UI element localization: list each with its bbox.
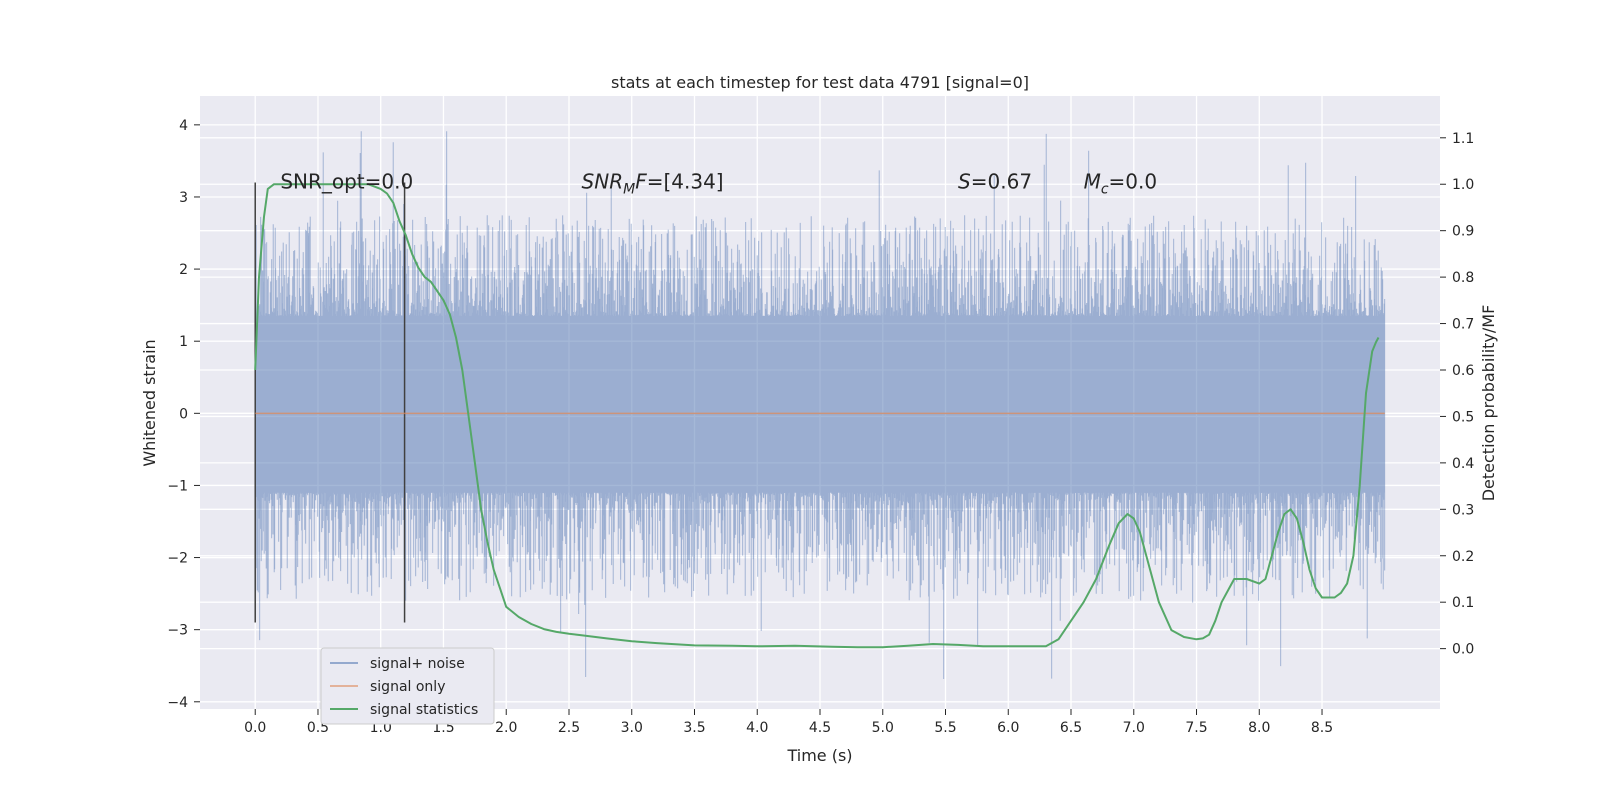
y-tick-label: 0 (179, 406, 188, 422)
x-tick-label: 3.0 (621, 720, 643, 736)
x-tick-label: 7.0 (1123, 720, 1145, 736)
y2-tick-label: 0.8 (1452, 270, 1474, 286)
y2-tick-label: 0.4 (1452, 456, 1474, 472)
x-tick-label: 8.5 (1311, 720, 1333, 736)
y2-tick-label: 1.0 (1452, 177, 1474, 193)
y-tick-label: −2 (167, 551, 188, 567)
annotation-0: SNR_opt=0.0 (280, 169, 413, 193)
signal-statistics-line (254, 183, 1380, 649)
y2-tick-label: 0.3 (1452, 502, 1474, 518)
y2-tick-label: 0.2 (1452, 549, 1474, 565)
legend-label-signal-noise: signal+ noise (370, 656, 465, 672)
annotation-2: S=0.67 (958, 169, 1032, 193)
y-tick-label: −1 (167, 478, 188, 494)
x-tick-label: 6.5 (1060, 720, 1082, 736)
y2-tick-label: 0.0 (1452, 642, 1474, 658)
legend-label-signal-statistics: signal statistics (370, 702, 478, 718)
annotation-3: Mc=0.0 (1084, 169, 1158, 197)
x-tick-label: 4.5 (809, 720, 831, 736)
axes: 0.0 0.5 1.0 1.5 2.0 2.5 3.0 3.5 4.0 4.5 5.0 5.5 6.0 6… (167, 118, 1474, 736)
y2-axis-label: Detection probability/MF (1479, 305, 1498, 502)
signal-statistics-series (254, 183, 1380, 649)
x-axis-label: Time (s) (786, 746, 852, 765)
y2-tick-label: 0.7 (1452, 317, 1474, 333)
x-tick-label: 4.0 (746, 720, 768, 736)
y-tick-label: 2 (179, 262, 188, 278)
vertical-markers (254, 182, 406, 623)
legend-box (320, 647, 495, 725)
annotation-1: SNRMF=[4.34] (582, 169, 724, 197)
x-tick-label: 6.0 (997, 720, 1019, 736)
x-tick-label: 0.0 (244, 720, 266, 736)
annotations: SNR_opt=0.0 SNRMF=[4.34] S=0.67 Mc=0.0 (280, 169, 1157, 197)
x-tick-label: 2.0 (495, 720, 517, 736)
y-tick-label: 4 (179, 118, 188, 134)
y-tick-label: 3 (179, 190, 188, 206)
x-tick-label: 5.5 (934, 720, 956, 736)
x-tick-label: 8.0 (1248, 720, 1270, 736)
y2-tick-label: 1.1 (1452, 131, 1474, 147)
x-tick-label: 2.5 (558, 720, 580, 736)
x-tick-label: 3.5 (683, 720, 705, 736)
y-axis-label: Whitened strain (140, 339, 159, 466)
y-tick-label: −3 (167, 623, 188, 639)
y-tick-label: 1 (179, 334, 188, 350)
x-tick-label: 7.5 (1185, 720, 1207, 736)
y-tick-label: −4 (167, 695, 188, 711)
y2-tick-label: 0.6 (1452, 363, 1474, 379)
legend: signal+ noise signal only signal statist… (320, 647, 495, 725)
y2-tick-label: 0.1 (1452, 595, 1474, 611)
y2-tick-label: 0.9 (1452, 224, 1474, 240)
y2-tick-label: 0.5 (1452, 409, 1474, 425)
x-tick-label: 5.0 (872, 720, 894, 736)
legend-label-signal-only: signal only (370, 679, 445, 695)
chart-title: stats at each timestep for test data 479… (611, 73, 1029, 92)
